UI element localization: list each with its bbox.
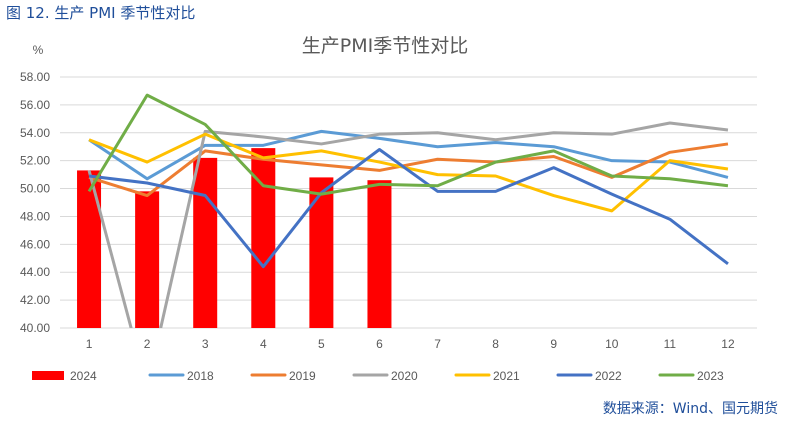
bar-2024-3 <box>193 157 218 328</box>
line-2020 <box>87 121 729 328</box>
legend-label-2021: 2021 <box>493 369 520 383</box>
y-tick-label: 40.00 <box>20 321 50 335</box>
x-tick-label: 2 <box>144 337 151 351</box>
y-axis-unit: % <box>33 43 44 57</box>
figure-caption: 图 12. 生产 PMI 季节性对比 <box>6 4 196 22</box>
legend-swatch-2024 <box>32 371 64 380</box>
bar-2024-6 <box>367 180 392 328</box>
legend-label-2024: 2024 <box>70 369 97 383</box>
x-tick-label: 5 <box>318 337 325 351</box>
x-tick-label: 4 <box>260 337 267 351</box>
legend-label-2022: 2022 <box>595 369 622 383</box>
y-tick-label: 54.00 <box>20 126 50 140</box>
legend-label-2023: 2023 <box>697 369 724 383</box>
x-tick-label: 1 <box>86 337 93 351</box>
y-tick-label: 48.00 <box>20 209 50 223</box>
x-tick-label: 9 <box>550 337 557 351</box>
line-2018 <box>88 129 729 181</box>
y-tick-label: 42.00 <box>20 293 50 307</box>
legend-label-2020: 2020 <box>391 369 418 383</box>
x-tick-label: 8 <box>492 337 499 351</box>
legend-label-2019: 2019 <box>289 369 316 383</box>
bar-2024-5 <box>309 177 334 328</box>
chart-title: 生产PMI季节性对比 <box>302 35 468 57</box>
bar-2024-1 <box>77 170 102 328</box>
y-tick-label: 52.00 <box>20 154 50 168</box>
x-tick-label: 7 <box>434 337 441 351</box>
y-tick-label: 50.00 <box>20 182 50 196</box>
x-tick-label: 3 <box>202 337 209 351</box>
bar-2024-2 <box>135 191 160 328</box>
legend-label-2018: 2018 <box>187 369 214 383</box>
x-tick-label: 10 <box>605 337 619 351</box>
line-2023 <box>87 93 729 196</box>
data-source: 数据来源：Wind、国元期货 <box>602 401 778 417</box>
line-2022 <box>88 148 729 269</box>
y-tick-label: 56.00 <box>20 98 50 112</box>
x-tick-label: 11 <box>664 337 677 351</box>
x-tick-label: 6 <box>376 337 383 351</box>
y-tick-label: 58.00 <box>20 70 50 84</box>
line-2021 <box>88 132 729 213</box>
x-tick-label: 12 <box>721 337 735 351</box>
y-tick-label: 44.00 <box>20 265 50 279</box>
line-2019 <box>88 142 729 198</box>
y-tick-label: 46.00 <box>20 237 50 251</box>
